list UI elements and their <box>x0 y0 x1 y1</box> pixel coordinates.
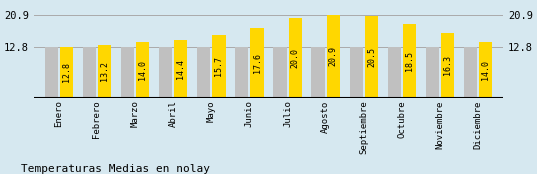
Bar <box>441 33 454 98</box>
Text: 20.5: 20.5 <box>367 47 376 67</box>
Bar <box>98 45 111 98</box>
Text: Temperaturas Medias en nolay: Temperaturas Medias en nolay <box>21 164 211 174</box>
Bar <box>45 47 58 98</box>
Bar <box>212 35 226 98</box>
Bar <box>311 47 325 98</box>
Text: 20.0: 20.0 <box>291 48 300 68</box>
Text: 20.9: 20.9 <box>329 46 338 66</box>
Bar <box>326 14 340 98</box>
Bar <box>250 28 264 98</box>
Text: 14.0: 14.0 <box>138 60 147 80</box>
Bar <box>174 40 187 98</box>
Bar <box>388 47 401 98</box>
Bar <box>159 47 172 98</box>
Text: 16.3: 16.3 <box>443 55 452 75</box>
Text: 14.0: 14.0 <box>481 60 490 80</box>
Bar <box>60 47 73 98</box>
Bar <box>426 47 439 98</box>
Bar <box>136 42 149 98</box>
Bar <box>121 47 134 98</box>
Bar <box>350 47 363 98</box>
Bar <box>479 42 492 98</box>
Bar <box>403 24 416 98</box>
Bar <box>273 47 287 98</box>
Text: 13.2: 13.2 <box>100 61 109 81</box>
Bar <box>365 16 378 98</box>
Bar <box>464 47 477 98</box>
Text: 17.6: 17.6 <box>252 53 262 73</box>
Text: 15.7: 15.7 <box>214 56 223 76</box>
Bar <box>235 47 249 98</box>
Bar <box>197 47 211 98</box>
Text: 14.4: 14.4 <box>176 59 185 79</box>
Bar <box>288 18 302 98</box>
Text: 12.8: 12.8 <box>62 62 71 82</box>
Text: 18.5: 18.5 <box>405 51 414 71</box>
Bar <box>83 47 96 98</box>
